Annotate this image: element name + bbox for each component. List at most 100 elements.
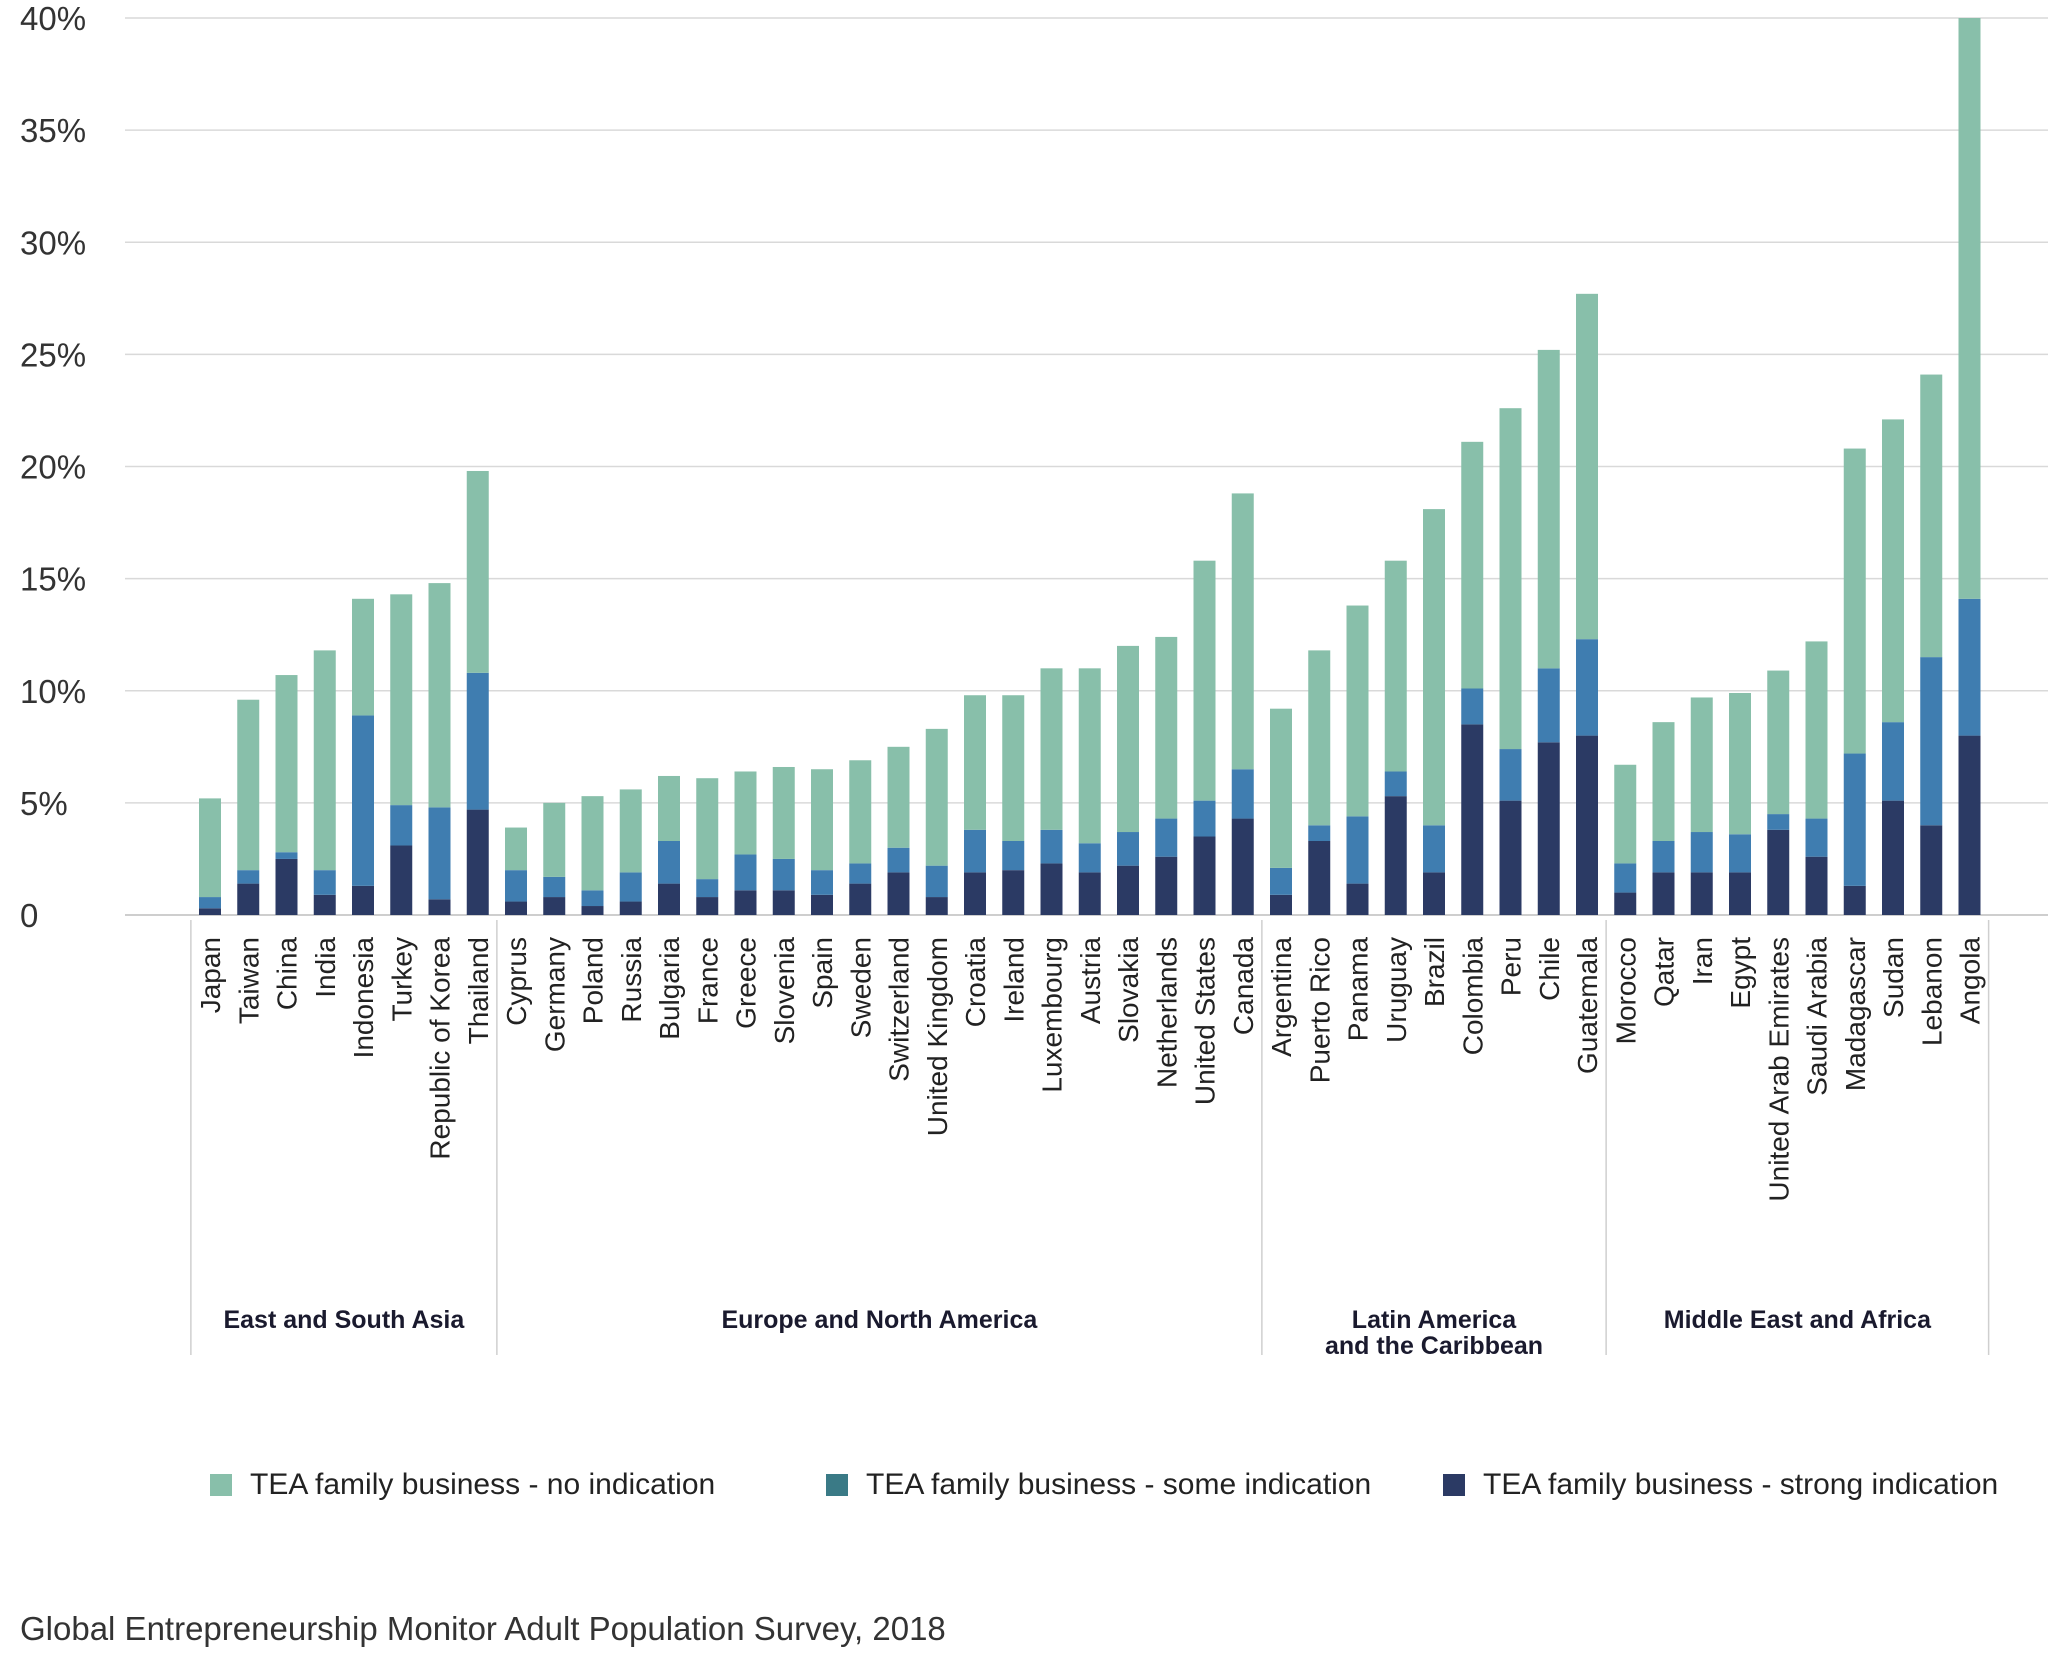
x-tick-label: Luxembourg (1037, 937, 1068, 1093)
bar-segment (1117, 645, 1139, 833)
bar-segment (1231, 769, 1254, 819)
bar-segment (619, 872, 642, 902)
x-tick-label: Canada (1228, 937, 1259, 1036)
bar-segment (1002, 695, 1025, 841)
x-tick-label: Brazil (1419, 937, 1450, 1007)
bar-segment (658, 883, 680, 915)
bar-segment (1499, 749, 1522, 801)
bar-segment (1767, 829, 1790, 915)
bar-segment (734, 771, 757, 855)
bar-segment (1537, 349, 1560, 669)
x-tick-label: Turkey (386, 937, 417, 1022)
y-tick-label: 10% (20, 673, 86, 710)
x-tick-label: Republic of Korea (425, 937, 456, 1160)
bar-segment (1308, 650, 1331, 826)
x-tick-label: Guatemala (1572, 937, 1603, 1074)
bar-segment (696, 879, 719, 898)
bar-segment (581, 906, 604, 915)
bar-segment (1920, 374, 1943, 658)
bar-segment (581, 890, 604, 907)
bar-segment (1499, 408, 1522, 750)
bar-segment (543, 802, 566, 877)
x-tick-label: Puerto Rico (1304, 937, 1335, 1083)
bar-segment (1002, 840, 1025, 871)
bar-segment (1155, 636, 1178, 819)
bar-segment (1843, 448, 1866, 754)
bar-segment (1193, 560, 1216, 801)
bar-segment (1461, 688, 1484, 725)
bar-segment (1652, 872, 1675, 915)
bar-segment (1461, 724, 1484, 915)
bar-segment (275, 858, 298, 915)
bar-segment (1805, 856, 1828, 915)
bar-segment (964, 695, 986, 830)
bar-segment (1767, 670, 1790, 815)
stacked-bar-chart: 0 5% 10% 15% 20% 25% 30% 35% 40% Japan Taiwan Chin… (20, 0, 2048, 1360)
bar-segment (1882, 419, 1904, 723)
bar-segment (925, 897, 948, 915)
bar-segment (1652, 722, 1675, 841)
bar-segment (1423, 872, 1445, 915)
x-tick-label: Slovakia (1113, 937, 1144, 1043)
x-tick-label: Poland (578, 937, 609, 1024)
source-note: Global Entrepreneurship Monitor Adult Po… (20, 1610, 946, 1647)
x-tick-label: Morocco (1610, 937, 1641, 1044)
bar-segment (1537, 668, 1560, 743)
bar-segment (1231, 818, 1254, 915)
x-tick-label: China (272, 937, 303, 1011)
bar-segment (313, 894, 336, 915)
bar-segment (1155, 818, 1178, 857)
bar-segment (1767, 814, 1790, 830)
bar-segment (849, 760, 872, 864)
x-tick-label: Panama (1343, 937, 1374, 1042)
bar-segment (313, 870, 336, 895)
bar-segment (811, 769, 833, 871)
bar-segment (1270, 867, 1292, 895)
bar-segment (466, 470, 489, 673)
legend-label: TEA family business - some indication (866, 1468, 1372, 1501)
bar-segment (1614, 764, 1637, 864)
bar-segment (199, 798, 221, 898)
bar-segment (1270, 894, 1292, 915)
bar-segment (811, 894, 833, 915)
bar-segment (658, 840, 680, 884)
bar-segment (1576, 735, 1598, 915)
bar-segment (887, 847, 910, 873)
y-tick-label: 35% (20, 112, 86, 149)
x-tick-label: Austria (1075, 937, 1106, 1025)
bar-segment (1958, 598, 1981, 736)
x-tick-label: Sudan (1878, 937, 1909, 1018)
x-tick-label: Peru (1496, 937, 1527, 996)
x-tick-label: Egypt (1725, 937, 1756, 1009)
bar-segment (1117, 865, 1139, 915)
bar-segment (849, 883, 872, 915)
bar-segment (275, 852, 298, 859)
y-tick-label: 40% (20, 0, 86, 37)
bar-segment (734, 890, 757, 915)
bar-segment (619, 789, 642, 873)
group-label: Middle East and Africa (1664, 1306, 1932, 1334)
bar-segment (505, 901, 527, 915)
bar-segment (1461, 441, 1484, 689)
bar-segment (658, 775, 680, 841)
x-tick-label: Sweden (845, 937, 876, 1038)
x-tick-label: Japan (195, 937, 226, 1013)
legend-swatch-icon (826, 1474, 848, 1496)
bar-segment (352, 715, 374, 886)
group-label: East and South Asia (223, 1306, 465, 1334)
legend-item-some-indication: TEA family business - some indication (826, 1468, 1371, 1502)
bar-segment (1729, 834, 1751, 873)
x-tick-label: Argentina (1266, 937, 1297, 1057)
bar-segment (1078, 668, 1101, 844)
legend: TEA family business - no indication TEA … (0, 1468, 2052, 1508)
bar-segment (428, 583, 451, 808)
x-tick-label: Uruguay (1381, 937, 1412, 1043)
bar-segment (1614, 863, 1637, 893)
bar-segment (1729, 872, 1751, 915)
bar-segment (1690, 872, 1713, 915)
y-tick-label: 0 (20, 897, 38, 934)
x-tick-label: Qatar (1649, 937, 1680, 1007)
legend-item-no-indication: TEA family business - no indication (210, 1468, 715, 1502)
bar-segment (505, 827, 527, 871)
bar-segment (1117, 832, 1139, 866)
